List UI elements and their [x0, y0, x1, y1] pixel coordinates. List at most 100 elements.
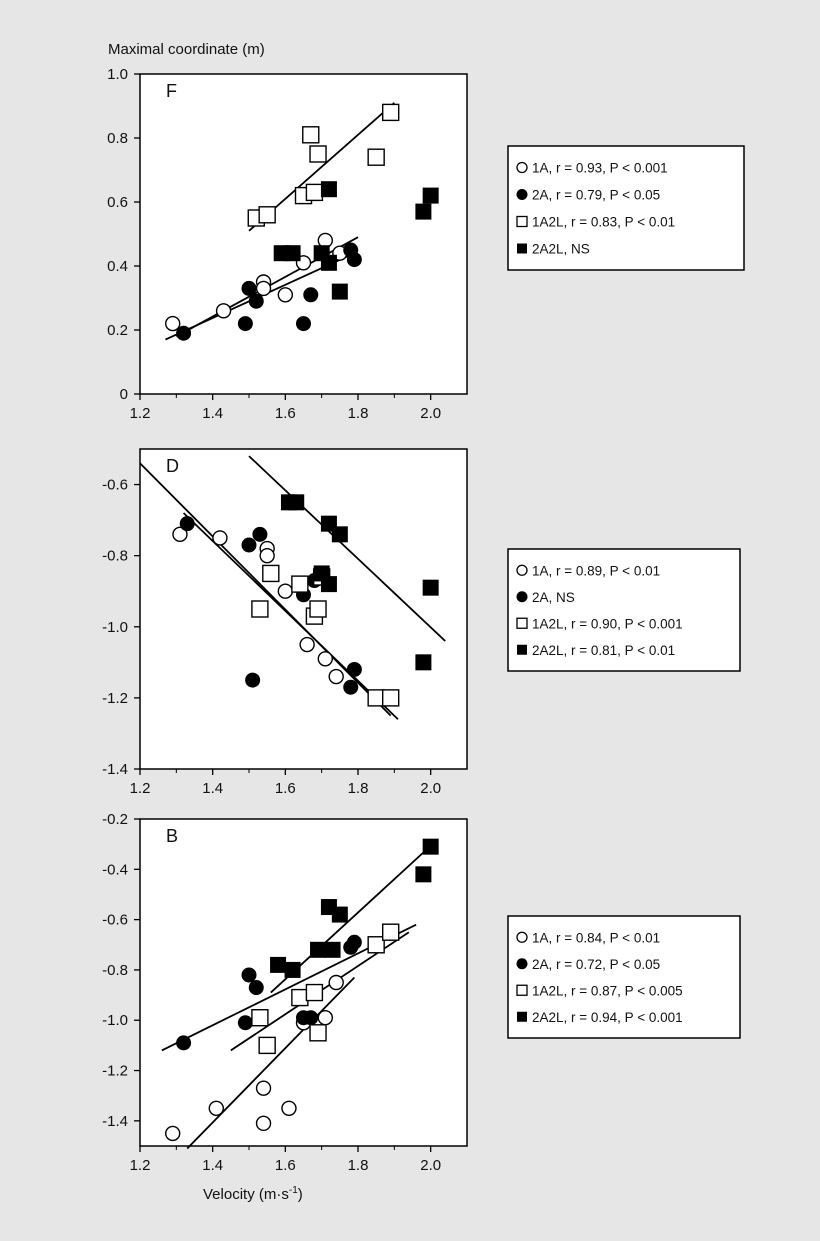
data-point-open-square	[367, 689, 385, 707]
legend-entry: 1A, r = 0.93, P < 0.001	[532, 161, 668, 176]
data-point-open-square	[291, 988, 309, 1007]
legend-entry: 1A, r = 0.89, P < 0.01	[532, 563, 660, 578]
y-tick-label: -0.4	[102, 861, 128, 878]
x-tick-label: 2.0	[420, 405, 441, 422]
y-tick-label: -1.0	[102, 619, 128, 636]
y-tick-label: -0.6	[102, 912, 128, 929]
data-point-filled-circle	[176, 1035, 192, 1051]
y-tick-label: -1.4	[102, 1113, 128, 1130]
data-point-open-circle	[164, 1125, 181, 1142]
data-point-filled-square	[422, 187, 439, 204]
data-point-filled-circle	[248, 980, 264, 996]
legend-entry: 2A, r = 0.79, P < 0.05	[532, 188, 660, 203]
x-tick-label: 1.4	[202, 1157, 223, 1174]
y-tick-label: -0.8	[102, 548, 128, 565]
legend-entry: 1A2L, r = 0.83, P < 0.01	[532, 215, 675, 230]
data-point-filled-circle	[343, 679, 359, 695]
data-point-filled-circle	[303, 1010, 319, 1026]
data-point-filled-square	[288, 494, 305, 511]
data-point-filled-circle	[303, 287, 319, 303]
x-tick-label: 1.6	[275, 1157, 296, 1174]
data-point-open-square	[251, 600, 269, 618]
data-point-filled-circle	[248, 293, 264, 309]
legend-marker-filled-circle	[516, 591, 528, 603]
data-point-filled-circle	[237, 316, 253, 332]
legend-marker-filled-square	[517, 243, 527, 254]
y-tick-label: 0	[120, 386, 128, 403]
x-tick-label: 1.8	[348, 780, 369, 797]
data-point-filled-circle	[241, 537, 257, 553]
legend-marker-open-circle	[516, 931, 528, 943]
data-point-filled-circle	[346, 661, 362, 677]
data-point-filled-square	[320, 181, 337, 198]
y-tick-label: -0.2	[102, 811, 128, 828]
legend-entry: 2A2L, r = 0.94, P < 0.001	[532, 1010, 683, 1025]
legend-entry: 2A2L, r = 0.81, P < 0.01	[532, 643, 675, 658]
x-tick-label: 1.2	[130, 780, 151, 797]
data-point-filled-circle	[296, 316, 311, 332]
data-point-filled-circle	[252, 526, 268, 542]
data-point-filled-square	[422, 838, 439, 855]
data-point-open-circle	[172, 526, 188, 543]
data-point-open-square	[309, 145, 327, 163]
y-tick-label: 0.2	[107, 322, 128, 339]
y-axis-title: Maximal coordinate (m)	[108, 41, 265, 58]
data-point-filled-square	[324, 941, 341, 958]
legend-entry: 2A, r = 0.72, P < 0.05	[532, 957, 660, 972]
x-axis-title: Velocity (m·s-1)	[203, 1185, 303, 1203]
data-point-open-square	[382, 103, 400, 122]
x-tick-label: 1.2	[130, 1157, 151, 1174]
data-point-filled-square	[284, 245, 301, 262]
x-tick-label: 1.2	[130, 405, 151, 422]
data-point-open-circle	[255, 1115, 272, 1132]
legend-entry: 1A2L, r = 0.90, P < 0.001	[532, 616, 683, 631]
legend-box	[507, 548, 741, 672]
legend-box	[507, 145, 745, 271]
data-point-filled-square	[331, 906, 348, 923]
legend-marker-filled-circle	[516, 958, 528, 970]
data-point-open-square	[262, 564, 280, 583]
data-point-open-circle	[164, 315, 181, 332]
data-point-open-square	[258, 206, 276, 224]
y-tick-label: -1.2	[102, 690, 128, 707]
data-point-filled-square	[320, 254, 337, 271]
panel-label: D	[166, 456, 179, 476]
y-tick-label: -1.0	[102, 1012, 128, 1029]
legend-f: 1A, r = 0.93, P < 0.001 2A, r = 0.79, P <…	[507, 145, 745, 271]
data-point-open-square	[382, 689, 400, 707]
data-point-open-circle	[277, 287, 294, 303]
legend-b: 1A, r = 0.84, P < 0.01 2A, r = 0.72, P < …	[507, 915, 741, 1039]
data-point-filled-circle	[346, 934, 362, 950]
legend-box	[507, 915, 741, 1039]
legend-entry: 1A2L, r = 0.87, P < 0.005	[532, 983, 683, 998]
y-tick-label: -1.4	[102, 761, 128, 778]
legend-marker-open-circle	[516, 564, 528, 576]
legend-entry: 1A, r = 0.84, P < 0.01	[532, 930, 660, 945]
data-point-open-square	[258, 1036, 276, 1055]
data-point-open-square	[305, 983, 324, 1002]
data-point-open-circle	[328, 974, 344, 991]
legend-entry: 2A, NS	[532, 590, 575, 605]
data-point-open-square	[309, 600, 327, 618]
x-tick-label: 1.6	[275, 780, 296, 797]
y-tick-label: 0.6	[107, 194, 128, 211]
data-point-open-circle	[277, 583, 294, 599]
regression-line	[182, 512, 399, 720]
data-point-filled-square	[320, 576, 337, 593]
legend-marker-open-square	[516, 984, 528, 996]
regression-line	[248, 455, 446, 642]
data-point-filled-square	[415, 203, 432, 220]
data-point-filled-circle	[179, 516, 195, 532]
y-tick-label: -0.8	[102, 962, 128, 979]
data-point-open-square	[305, 183, 324, 202]
legend-entry: 2A2L, NS	[532, 242, 590, 257]
data-point-open-circle	[255, 1080, 272, 1096]
data-point-filled-circle	[176, 325, 192, 341]
data-point-filled-square	[422, 579, 439, 596]
panel-label: B	[166, 826, 178, 846]
x-tick-label: 1.4	[202, 405, 223, 422]
data-point-filled-circle	[237, 1015, 253, 1031]
data-point-filled-square	[331, 526, 348, 543]
panel-b: 1.2 1.4 1.6 1.8 2.0 -0.2 -0.4 -0.6 -0.8 -1.0 -1.2 -…	[102, 811, 741, 1174]
